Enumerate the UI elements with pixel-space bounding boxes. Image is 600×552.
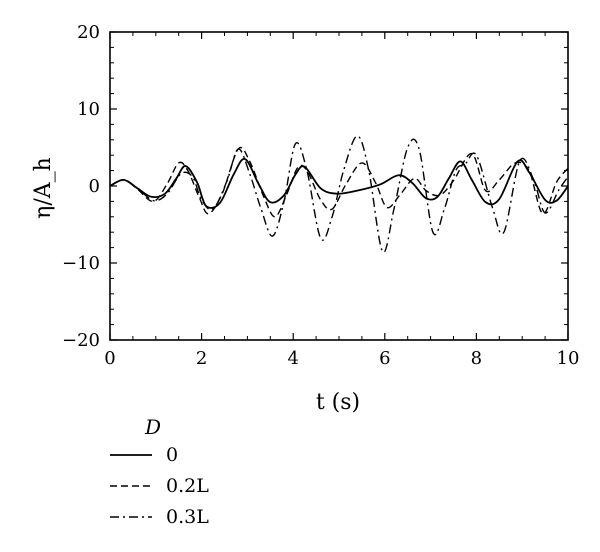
y-tick-label: 20 [77,22,100,43]
x-axis-label: t (s) [316,390,360,415]
axes: 0 2 4 6 8 10 20 10 0 −10 −20 [62,22,579,369]
series-line-3 [110,135,568,253]
y-tick-label: 0 [89,176,100,197]
x-tick-label: 6 [379,348,390,369]
legend-label-3: 0.3L [166,506,209,528]
series-line-2 [110,146,568,218]
y-tick-label: 10 [77,99,100,120]
x-tick-label: 4 [287,348,298,369]
legend-title: D [144,415,161,439]
series-group [110,135,568,253]
x-tick-label: 8 [471,348,482,369]
x-tick-label: 10 [557,348,580,369]
x-tick-label: 2 [196,348,207,369]
legend-label-1: 0 [166,444,178,466]
y-tick-label: −20 [62,330,100,351]
y-axis-label: η/A_h [31,157,56,219]
series-line-1 [110,158,568,209]
x-tick-label: 0 [104,348,115,369]
y-tick-label: −10 [62,253,100,274]
legend: D 0 0.2L 0.3L [110,415,209,528]
plot-area [110,135,568,253]
legend-label-2: 0.2L [166,475,209,497]
